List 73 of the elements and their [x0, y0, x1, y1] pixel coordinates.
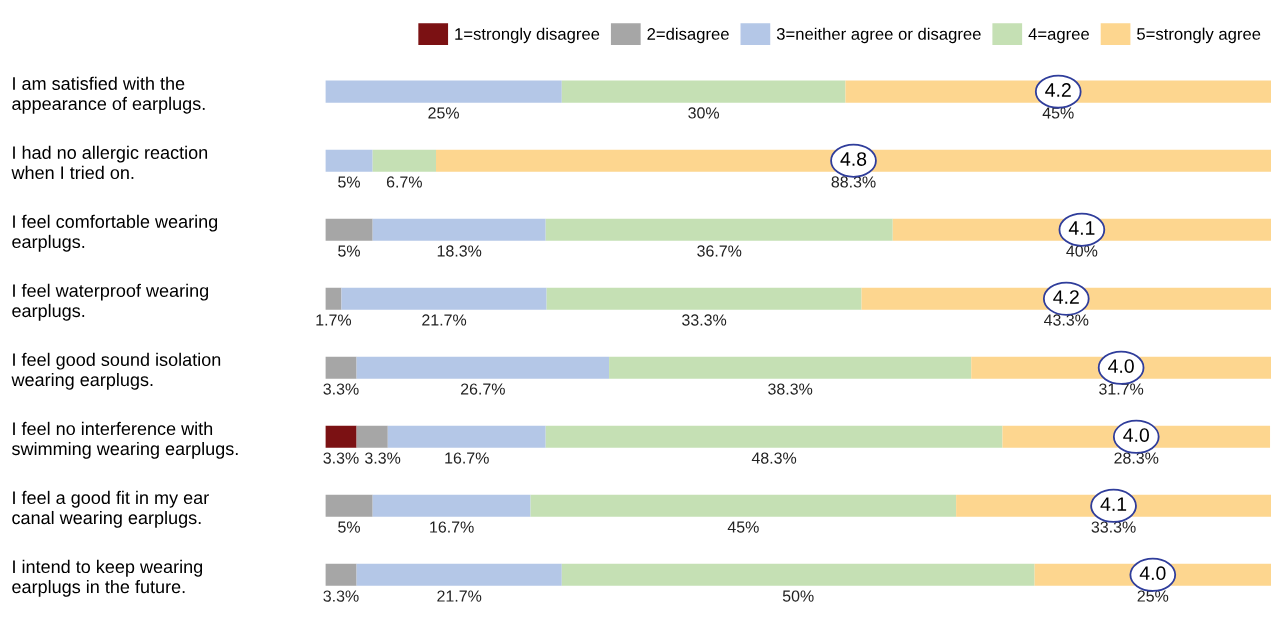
bar: [325, 563, 357, 586]
data-label: 33.3%: [1091, 521, 1136, 533]
legend-label: 1=strongly disagree: [455, 27, 600, 44]
data-label: 45%: [727, 521, 759, 533]
y-tick-label: I feel comfortable wearing earplugs.: [12, 214, 218, 252]
bar: [372, 494, 531, 517]
y-tick-label: I feel no interference with swimming wearing earplugs.: [11, 421, 238, 459]
bar: [325, 287, 342, 310]
bar: [325, 356, 357, 379]
data-label: 88.3%: [831, 176, 876, 188]
bar: [341, 287, 547, 310]
annotation: 4.1: [1068, 221, 1095, 235]
data-label: 3.3%: [323, 590, 359, 602]
annotation: 4.1: [1100, 497, 1127, 511]
bar: [387, 425, 546, 448]
bar: [545, 425, 1003, 448]
data-label: 3.3%: [323, 452, 359, 464]
data-label: 16.7%: [430, 521, 474, 533]
annotation: 4.0: [1108, 359, 1134, 373]
bar: [545, 218, 893, 241]
data-label: 30%: [688, 107, 720, 119]
bar: [325, 218, 373, 241]
data-label: 25%: [428, 107, 459, 119]
data-label: 26.7%: [460, 383, 505, 395]
data-label: 43.3%: [1044, 314, 1089, 326]
bar: [356, 563, 562, 586]
data-label: 36.7%: [697, 245, 742, 257]
bar: [530, 494, 957, 517]
annotation: 4.0: [1123, 428, 1149, 442]
data-label: 18.3%: [437, 245, 482, 257]
bar: [546, 287, 862, 310]
bar: [325, 80, 562, 103]
data-label: 21.7%: [437, 590, 482, 602]
bar: [356, 356, 610, 379]
bar: [356, 425, 388, 448]
data-label: 1.7%: [316, 314, 352, 326]
bar: [325, 149, 373, 172]
data-label: 3.3%: [323, 383, 359, 395]
data-label: 5%: [338, 176, 360, 188]
bar: [609, 356, 972, 379]
y-tick-label: I feel a good fit in my ear canal wearing earplugs.: [12, 490, 209, 528]
bar: [325, 494, 373, 517]
data-label: 3.3%: [365, 452, 401, 464]
y-tick-label: I intend to keep wearing earplugs in the future.: [12, 559, 203, 597]
annotation: 4.2: [1045, 83, 1071, 97]
data-label: 38.3%: [768, 383, 813, 395]
annotation: 4.8: [840, 152, 867, 166]
legend-label: 5=strongly agree: [1137, 27, 1261, 44]
bar: [561, 563, 1035, 586]
data-label: 40%: [1066, 245, 1098, 257]
data-label: 31.7%: [1099, 383, 1144, 395]
annotation: 4.2: [1053, 290, 1079, 304]
y-tick-label: I feel good sound isolation wearing earplugs.: [11, 352, 221, 390]
data-label: 28.3%: [1114, 452, 1159, 464]
data-label: 16.7%: [445, 452, 489, 464]
data-label: 50%: [782, 590, 814, 602]
data-label: 6.7%: [386, 176, 422, 188]
data-label: 48.3%: [751, 452, 797, 464]
data-label: 5%: [338, 245, 360, 257]
annotation: 4.0: [1139, 566, 1166, 581]
data-label: 21.7%: [422, 314, 467, 326]
y-tick-label: I am satisfied with the appearance of earplugs.: [12, 76, 205, 114]
legend-label: 2=disagree: [647, 27, 729, 44]
bar: [372, 149, 437, 172]
bar: [372, 218, 546, 241]
bar: [561, 80, 846, 103]
data-label: 5%: [338, 521, 360, 533]
y-tick-label: I had no allergic reaction when I tried on.: [11, 145, 208, 180]
y-tick-label: I feel waterproof wearing earplugs.: [12, 283, 209, 321]
legend-label: 3=neither agree or disagree: [776, 27, 981, 44]
data-label: 33.3%: [682, 314, 727, 326]
bar: [325, 425, 357, 448]
legend-label: 4=agree: [1028, 28, 1089, 44]
